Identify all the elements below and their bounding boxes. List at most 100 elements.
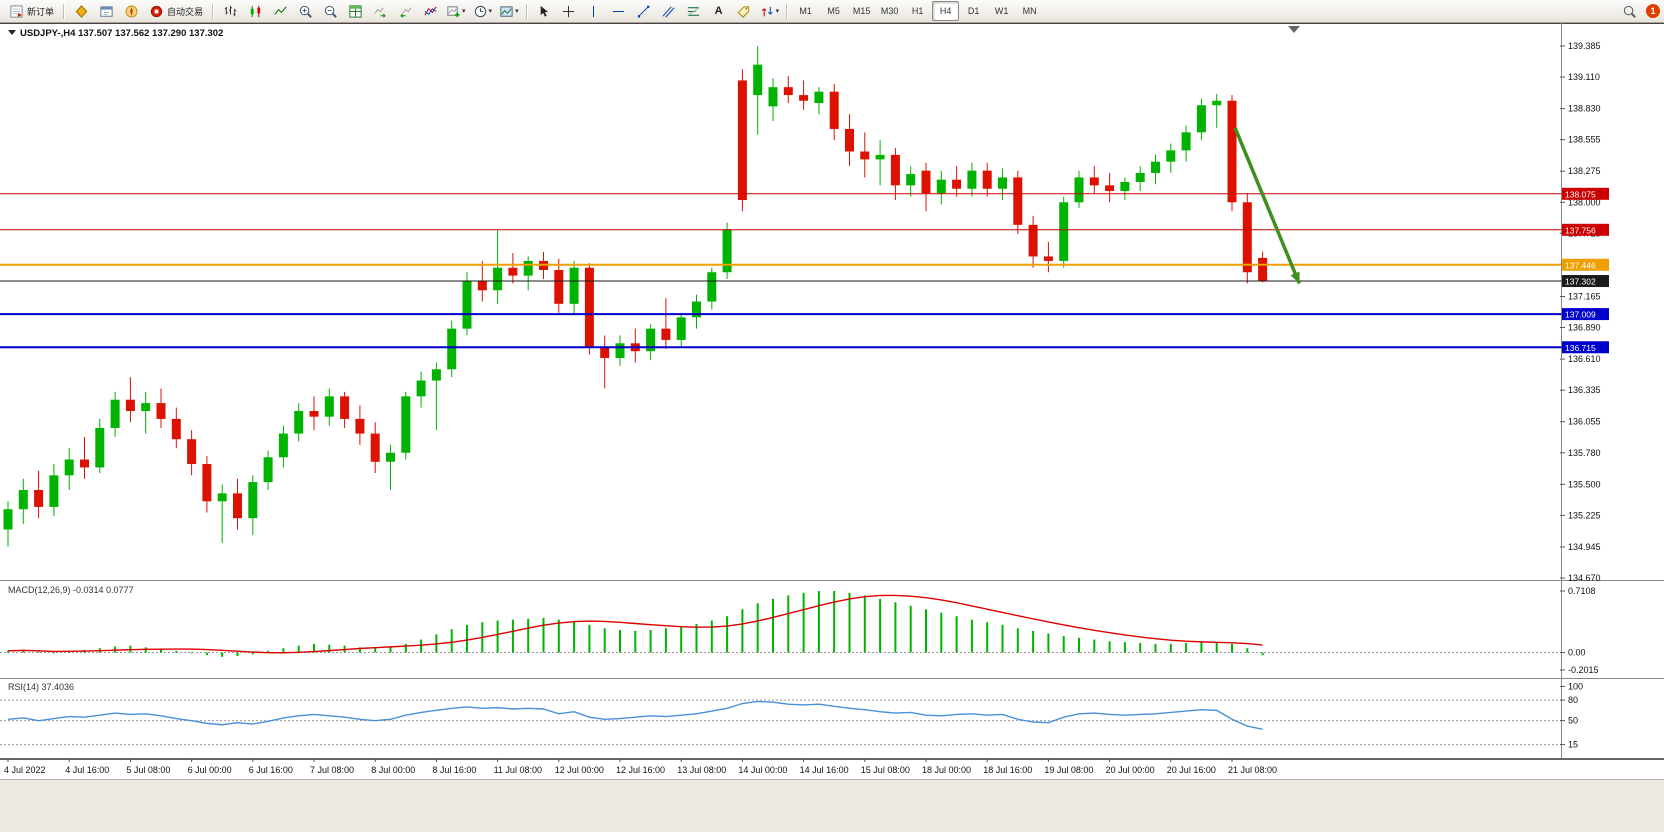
bottom-strip [0,779,1664,832]
svg-text:14 Jul 00:00: 14 Jul 00:00 [738,765,787,775]
main-chart[interactable]: 139.385 139.110 138.830 138.555 138.275 138.0… [0,23,1664,581]
timeframe-h4[interactable]: H4 [932,1,960,21]
horizontal-line-button[interactable] [607,1,631,21]
channel-button[interactable] [657,1,681,21]
arrows-icon [760,4,775,19]
notification-badge[interactable]: 1 [1646,4,1660,18]
timeframe-m30[interactable]: M30 [880,6,899,16]
new-chart-button[interactable] [443,1,469,21]
line-chart-button[interactable] [268,1,292,21]
separator [212,3,215,19]
timeframe-h1[interactable]: H1 [911,6,924,16]
timeframe-mn[interactable]: MN [1022,6,1037,16]
timeframe-m15[interactable]: M15 [852,6,871,16]
zoom-in-icon [298,4,313,19]
crosshair-button[interactable] [557,1,581,21]
svg-text:8 Jul 16:00: 8 Jul 16:00 [432,765,476,775]
bar-chart-icon [223,4,238,19]
svg-text:137.302: 137.302 [1565,277,1596,287]
svg-text:11 Jul 08:00: 11 Jul 08:00 [494,765,542,775]
templates-button[interactable] [496,1,522,21]
svg-text:138.075: 138.075 [1565,189,1596,199]
svg-text:135.225: 135.225 [1568,510,1601,520]
svg-text:14 Jul 16:00: 14 Jul 16:00 [800,765,849,775]
periods-icon [473,4,488,19]
svg-text:135.500: 135.500 [1568,479,1601,489]
auto-trading-button[interactable]: 自动交易 [144,1,208,21]
text-icon [713,4,725,18]
svg-text:USDJPY-,H4 137.507 137.562 137: USDJPY-,H4 137.507 137.562 137.290 137.3… [20,28,223,39]
svg-text:136.055: 136.055 [1568,417,1601,427]
bar-chart-button[interactable] [218,1,242,21]
chart-shift-button[interactable] [393,1,417,21]
separator [63,3,66,19]
svg-text:139.110: 139.110 [1568,72,1600,82]
auto-trading-label: 自动交易 [167,6,204,17]
channel-icon [661,4,676,19]
svg-text:0.7108: 0.7108 [1568,586,1596,596]
svg-text:137.165: 137.165 [1568,291,1601,301]
svg-text:8 Jul 00:00: 8 Jul 00:00 [371,765,415,775]
cursor-button[interactable] [532,1,556,21]
fibonacci-button[interactable] [682,1,706,21]
svg-text:18 Jul 00:00: 18 Jul 00:00 [922,765,971,775]
label-button[interactable] [732,1,756,21]
vertical-line-button[interactable] [582,1,606,21]
text-button[interactable] [707,1,731,21]
navigator-icon [124,4,139,19]
fibonacci-icon [686,4,701,19]
tile-windows-button[interactable] [343,1,367,21]
svg-text:137.446: 137.446 [1565,260,1596,270]
svg-text:6 Jul 16:00: 6 Jul 16:00 [249,765,293,775]
svg-text:50: 50 [1568,716,1578,726]
arrows-button[interactable] [757,1,783,21]
time-axis: 4 Jul 2022 4 Jul 16:00 5 Jul 08:00 6 Jul 00… [0,759,1664,779]
zoom-out-button[interactable] [318,1,342,21]
svg-text:80: 80 [1568,695,1578,705]
periods-button[interactable] [470,1,496,21]
timeframe-w1[interactable]: W1 [994,6,1009,16]
svg-text:15 Jul 08:00: 15 Jul 08:00 [861,765,910,775]
svg-text:13 Jul 08:00: 13 Jul 08:00 [677,765,726,775]
separator [786,3,789,19]
macd-panel[interactable]: 0.7108 0.00 -0.2015 MACD(12,26,9) -0.0314 0… [0,581,1664,679]
svg-text:136.335: 136.335 [1568,385,1601,395]
svg-text:134.670: 134.670 [1568,573,1601,581]
svg-text:RSI(14) 37.4036: RSI(14) 37.4036 [8,682,74,692]
separator [525,3,528,19]
navigator-button[interactable] [119,1,143,21]
svg-text:7 Jul 08:00: 7 Jul 08:00 [310,765,354,775]
candlestick-button[interactable] [243,1,267,21]
zoom-in-button[interactable] [293,1,317,21]
chart-window: 139.385 139.110 138.830 138.555 138.275 138.0… [0,23,1664,832]
svg-text:135.780: 135.780 [1568,448,1601,458]
svg-text:18 Jul 16:00: 18 Jul 16:00 [983,765,1032,775]
svg-text:100: 100 [1568,681,1583,691]
line-chart-icon [273,4,288,19]
indicators-button[interactable] [418,1,442,21]
svg-text:138.000: 138.000 [1568,197,1601,207]
data-window-button[interactable] [94,1,118,21]
metaeditor-button[interactable] [69,1,93,21]
timeframe-group: M1 M5 M15 M30 H1 H4 D1 W1 MN [792,1,1043,21]
auto-scroll-button[interactable] [368,1,392,21]
trendline-button[interactable] [632,1,656,21]
new-order-icon [9,4,24,19]
timeframe-m1[interactable]: M1 [799,6,812,16]
svg-text:20 Jul 00:00: 20 Jul 00:00 [1106,765,1155,775]
svg-text:138.830: 138.830 [1568,104,1601,114]
search-button[interactable] [1617,1,1641,21]
timeframe-d1[interactable]: D1 [967,6,980,16]
search-icon [1622,4,1637,19]
rsi-panel[interactable]: 100 80 50 15 RSI(14) 37.4036 [0,679,1664,759]
new-order-button[interactable]: 新订单 [4,1,59,21]
new-order-label: 新订单 [27,6,55,17]
svg-text:136.890: 136.890 [1568,323,1601,333]
svg-text:MACD(12,26,9) -0.0314 0.0777: MACD(12,26,9) -0.0314 0.0777 [8,585,134,595]
timeframe-m5[interactable]: M5 [827,6,840,16]
svg-text:4 Jul 16:00: 4 Jul 16:00 [65,765,109,775]
vertical-line-icon [586,4,601,19]
svg-text:12 Jul 00:00: 12 Jul 00:00 [555,765,604,775]
svg-text:138.555: 138.555 [1568,135,1601,145]
auto-scroll-icon [373,4,388,19]
